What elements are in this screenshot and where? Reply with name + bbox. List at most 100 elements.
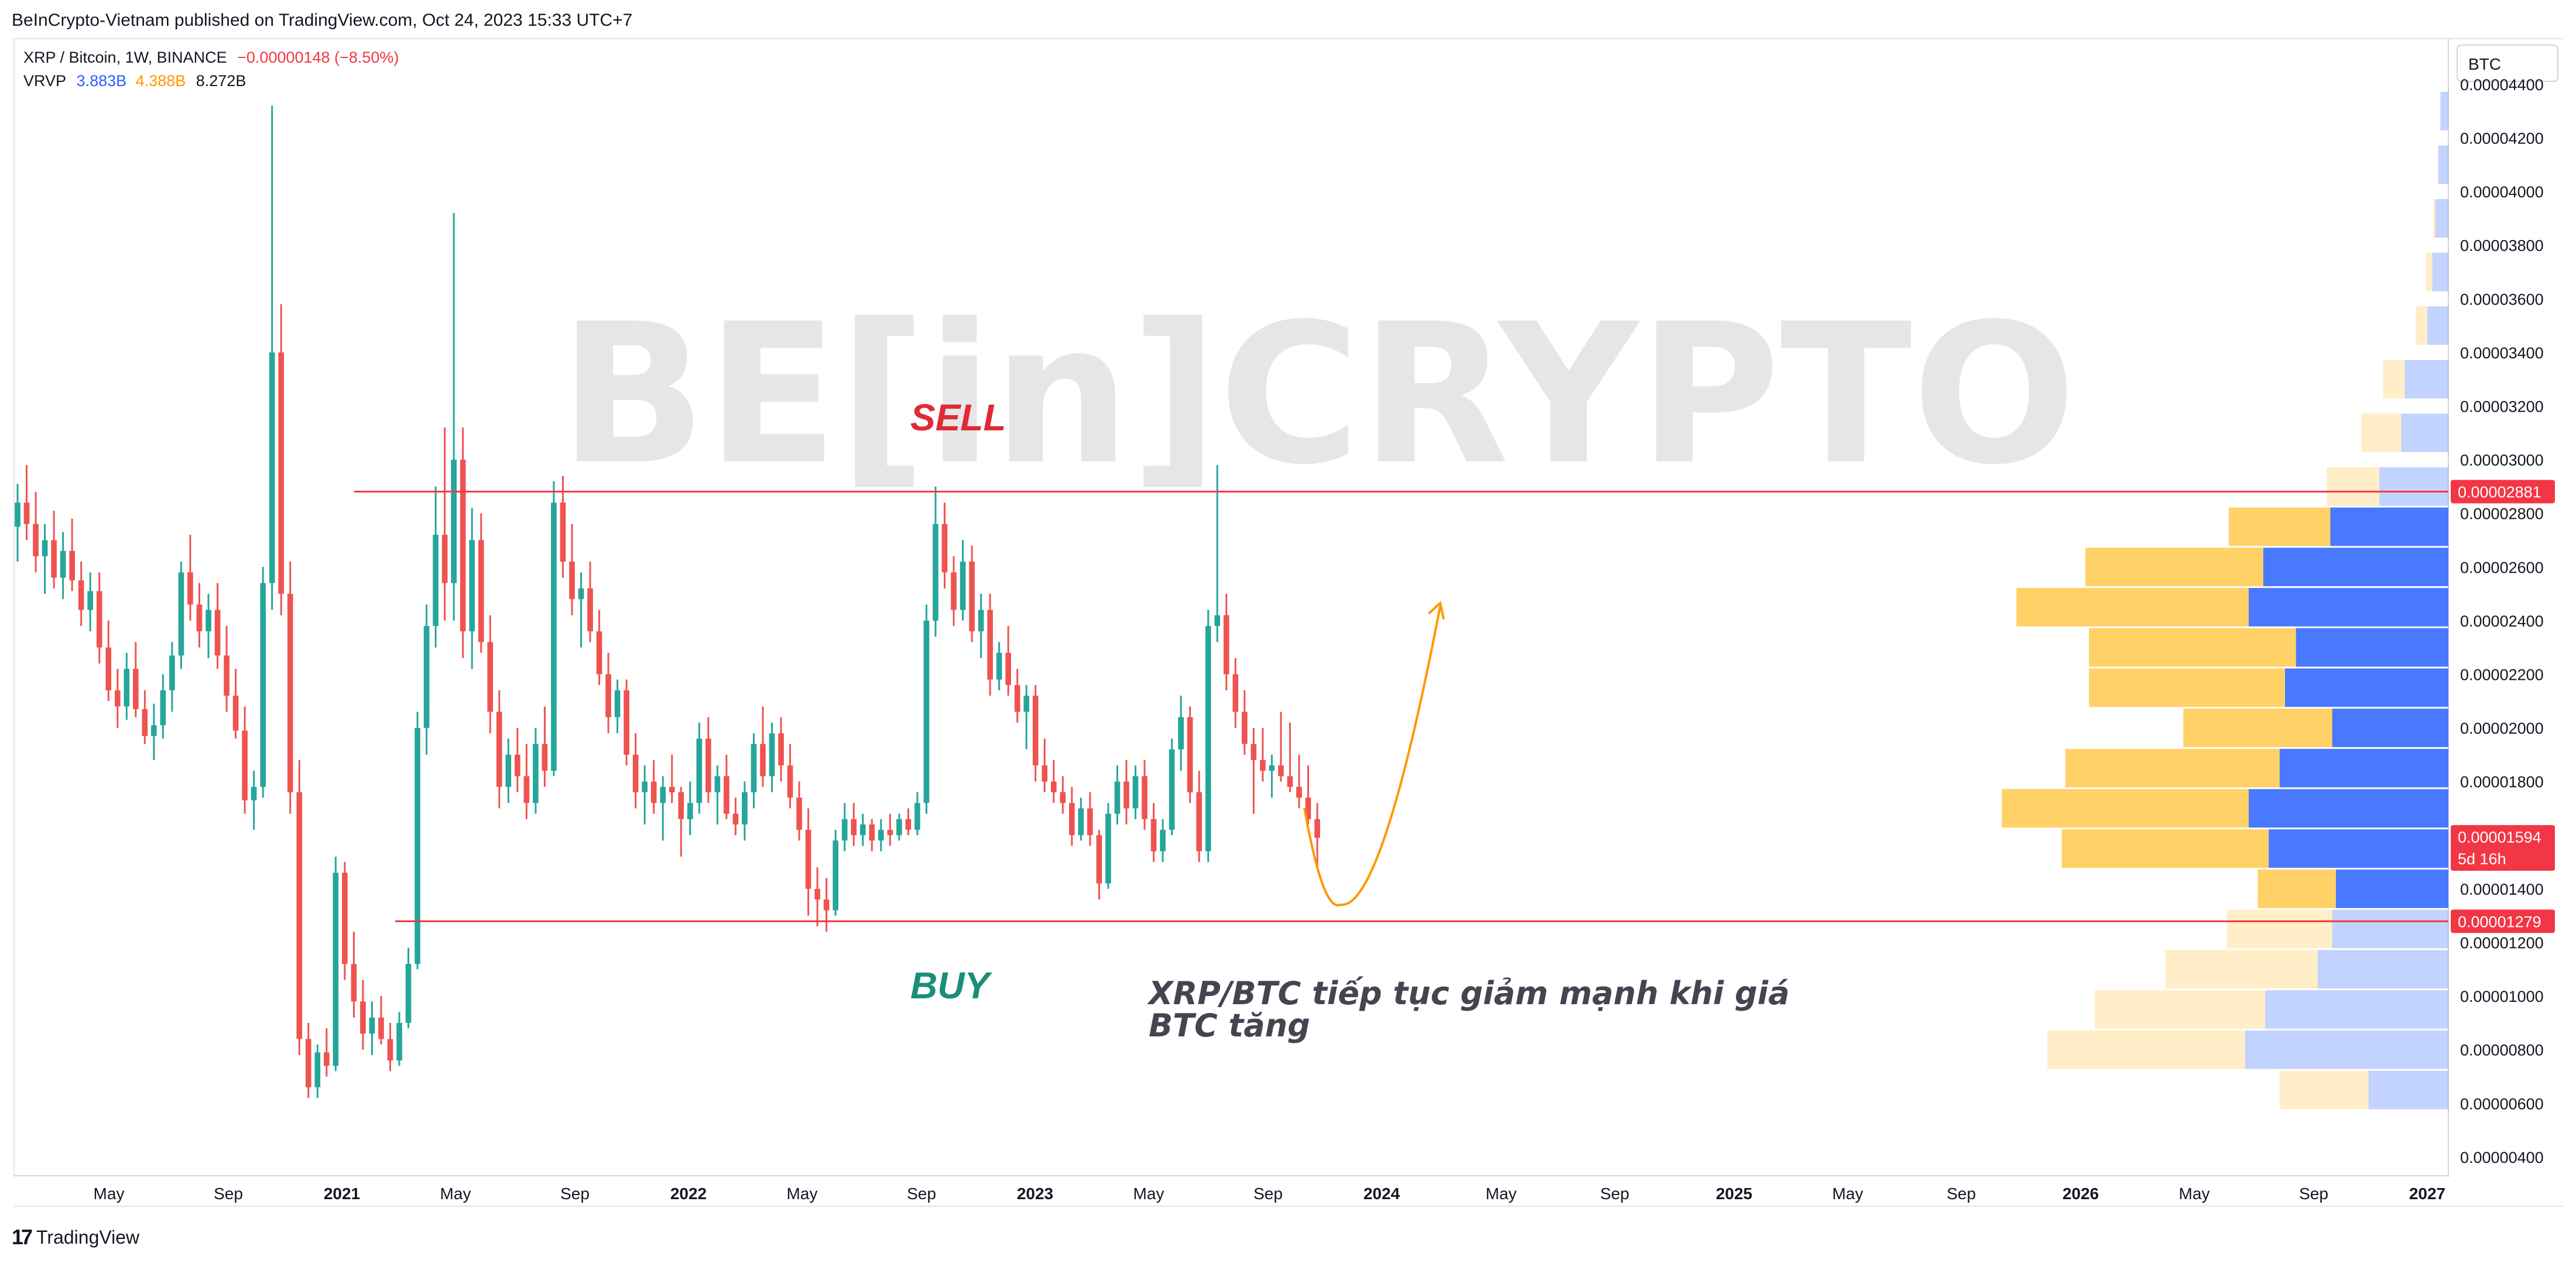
candle-down: [378, 1017, 384, 1039]
chart-legend: XRP / Bitcoin, 1W, BINANCE −0.00000148 (…: [23, 46, 405, 93]
candle-up: [769, 733, 775, 776]
x-tick-label: May: [1832, 1185, 1864, 1203]
vol-total-value: 8.272B: [196, 72, 246, 90]
candle-up: [87, 591, 94, 610]
price-tag-value: 0.00002881: [2458, 484, 2541, 501]
vp-bar-up: [2249, 588, 2448, 627]
candle-up: [1023, 696, 1030, 712]
candle-down: [78, 580, 84, 610]
candle-up: [660, 786, 666, 803]
candle-down: [515, 754, 520, 776]
candle-up: [269, 352, 275, 583]
time-axis[interactable]: May Sep 2021 May Sep 2022 May Sep 2023 May Sep 2024…: [94, 1185, 2446, 1203]
y-tick-label: 0.00002400: [2460, 612, 2544, 630]
analysis-note-line2: BTC tăng: [1149, 1007, 1310, 1044]
candle-down: [1150, 819, 1157, 851]
x-tick-label: May: [2179, 1185, 2210, 1203]
x-tick-label: May: [1133, 1185, 1164, 1203]
candle-down: [787, 765, 793, 798]
candle-up: [396, 1022, 402, 1061]
volume-profile: [2002, 91, 2448, 1110]
candle-down: [778, 733, 784, 766]
vp-bar-up: [2332, 909, 2448, 949]
candle-down: [114, 690, 121, 707]
candle-down: [1251, 744, 1257, 761]
x-tick-label: May: [440, 1185, 471, 1203]
candle-down: [796, 797, 802, 830]
candle-down: [387, 1039, 393, 1061]
price-axis[interactable]: 0.00004400 0.00004200 0.00004000 0.00003800…: [2460, 76, 2544, 1166]
candle-down: [814, 888, 820, 900]
vp-bar-up: [2265, 990, 2448, 1029]
candle-down: [1069, 803, 1075, 836]
projection-arrow: [1303, 605, 1441, 907]
vp-bar-down: [2089, 668, 2285, 707]
candle-down: [1187, 717, 1193, 793]
candle-down: [105, 647, 112, 690]
x-tick-label: 2022: [670, 1185, 707, 1203]
candle-up: [369, 1017, 375, 1034]
candle-down: [1241, 711, 1248, 744]
y-tick-label: 0.00003800: [2460, 237, 2544, 255]
vp-bar-up: [2432, 252, 2448, 292]
candle-up: [841, 819, 848, 841]
y-tick-label: 0.00003200: [2460, 398, 2544, 415]
candle-up: [923, 620, 930, 803]
candle-down: [1087, 808, 1093, 836]
candle-up: [1214, 615, 1221, 627]
candle-up: [578, 588, 584, 600]
x-tick-label: May: [787, 1185, 818, 1203]
candle-down: [823, 899, 830, 911]
indicator-name[interactable]: VRVP: [23, 72, 67, 90]
candle-up: [978, 610, 984, 632]
vp-bar-down: [2016, 588, 2249, 627]
candle-up: [314, 1052, 321, 1087]
candle-down: [214, 610, 221, 656]
candle-up: [896, 819, 902, 836]
candle-down: [1050, 781, 1057, 793]
vp-bar-up: [2368, 1070, 2448, 1110]
tradingview-logo-icon[interactable]: 17: [12, 1225, 33, 1249]
y-tick-label: 0.00001800: [2460, 773, 2544, 791]
candle-up: [1269, 765, 1275, 771]
candle-up: [696, 738, 703, 803]
vp-bar-down: [2085, 547, 2263, 587]
candle-down: [133, 669, 139, 710]
footer: 17 TradingView: [12, 1223, 139, 1252]
price-change: −0.00000148 (−8.50%): [237, 49, 399, 66]
candle-down: [587, 588, 593, 632]
candle-up: [996, 652, 1002, 680]
candle-up: [178, 572, 184, 656]
symbol-label[interactable]: XRP / Bitcoin, 1W, BINANCE: [23, 49, 227, 66]
vp-bar-down: [2226, 909, 2332, 949]
currency-selector[interactable]: BTC: [2457, 45, 2558, 82]
candle-down: [33, 524, 39, 556]
footer-brand[interactable]: TradingView: [36, 1226, 140, 1248]
candle-down: [941, 524, 948, 573]
candle-down: [1123, 781, 1129, 809]
candle-up: [533, 744, 539, 803]
candle-down: [1232, 674, 1239, 712]
candle-down: [1196, 792, 1202, 851]
candle-down: [650, 781, 657, 803]
candle-up: [1169, 749, 1175, 830]
candlestick-series: [15, 105, 1320, 1098]
candle-down: [887, 830, 893, 836]
x-tick-label: 2025: [1716, 1185, 1752, 1203]
vp-bar-up: [2404, 360, 2448, 399]
x-tick-label: May: [94, 1185, 125, 1203]
candle-down: [1314, 819, 1320, 838]
vp-bar-up: [2263, 547, 2448, 587]
candle-up: [742, 792, 748, 824]
candle-down: [951, 572, 957, 610]
candle-down: [705, 738, 711, 793]
candle-up: [124, 669, 130, 707]
y-tick-label: 0.00002600: [2460, 559, 2544, 576]
vp-bar-up: [2296, 628, 2448, 667]
vp-bar-up: [2435, 199, 2448, 238]
candle-up: [60, 550, 66, 578]
y-tick-label: 0.00003000: [2460, 451, 2544, 469]
sell-label: SELL: [910, 396, 1006, 439]
candle-down: [342, 872, 348, 964]
